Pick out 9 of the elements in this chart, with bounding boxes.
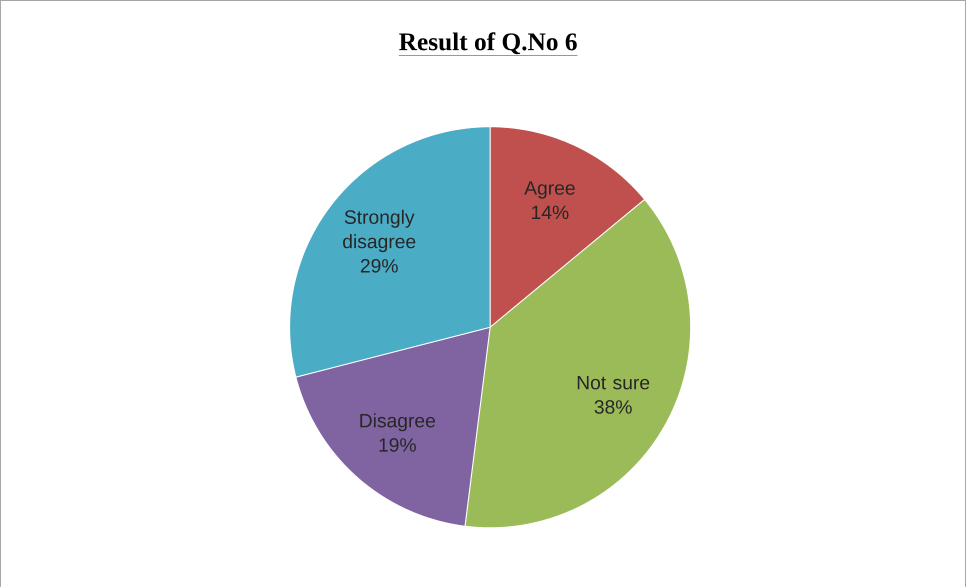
data-label: 14%	[532, 205, 568, 219]
data-label: 38%	[594, 400, 632, 414]
data-label: 19%	[379, 438, 416, 452]
slice-label: Disagree	[360, 413, 435, 432]
slice-label: Strongly disagree	[343, 210, 416, 252]
chart-title: Result of Q.No 6	[399, 32, 577, 54]
data-label: 29%	[360, 258, 398, 272]
slice-label: Agree	[524, 181, 575, 198]
slice-label: Not sure	[578, 376, 650, 390]
